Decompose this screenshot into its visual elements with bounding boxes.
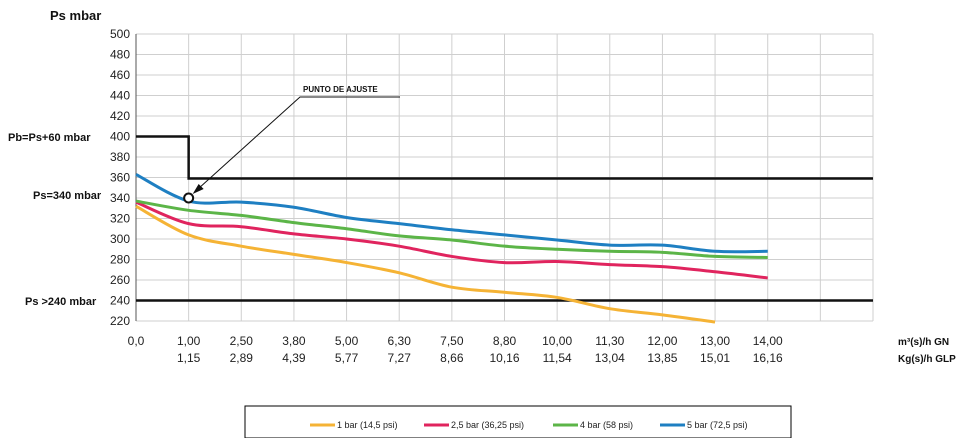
x-tick-label-gn: 11,30 [595,334,624,348]
x-tick-label-glp: 4,39 [282,351,306,365]
y-tick-label: 300 [110,232,130,246]
legend-label: 1 bar (14,5 psi) [337,420,398,430]
x-tick-label-glp: 13,85 [647,351,677,365]
series-line [135,200,768,280]
x-tick-label-glp: 11,54 [543,351,572,365]
legend-label: 5 bar (72,5 psi) [687,420,748,430]
y-tick-label: 340 [110,191,130,205]
x-tick-label-gn: 5,00 [335,334,359,348]
x-tick-label-gn: 6,30 [388,334,412,348]
x-tick-label-gn: 13,00 [700,334,730,348]
legend-box [244,405,792,438]
legend: 1 bar (14,5 psi) 2,5 bar (36,25 psi) 4 bar… [310,420,748,430]
x-tick-label-gn: 3,80 [282,334,306,348]
ps-label: Ps=340 mbar [33,190,102,202]
x-tick-label-glp: 5,77 [335,351,359,365]
x-tick-label-glp: 8,66 [440,351,464,365]
y-tick-labels: 220 240 260 280 300 320 340 360 380 400 420 440 460 4… [110,27,130,328]
x-tick-label-gn: 8,80 [493,334,517,348]
y-tick-label: 500 [110,27,130,41]
x-axis-title-gn: m³(s)/h GN [898,337,949,348]
x-axis-title-glp: Kg(s)/h GLP [898,354,956,365]
x-tick-label-glp: 15,01 [700,351,730,365]
y-tick-label: 360 [110,171,130,185]
y-tick-label: 400 [110,130,130,144]
series-lines [135,173,768,324]
series-line [135,173,768,254]
annotation [183,96,400,204]
x-tick-label-gn: 2,50 [230,334,254,348]
legend-label: 2,5 bar (36,25 psi) [451,420,524,430]
y-tick-label: 440 [110,89,130,103]
x-tick-label-gn: 7,50 [440,334,464,348]
annotation-label: PUNTO DE AJUSTE [303,85,378,94]
y-tick-label: 260 [110,273,130,287]
x-tick-label-gn: 10,00 [542,334,572,348]
annotation-arrowhead [192,184,204,194]
legend-label: 4 bar (58 psi) [580,420,633,430]
x-tick-label-glp: 16,16 [753,351,783,365]
y-tick-label: 240 [110,294,130,308]
y-tick-label: 220 [110,314,130,328]
setpoint-marker [183,192,195,204]
pb-label: Pb=Ps+60 mbar [8,132,91,144]
y-tick-label: 280 [110,253,130,267]
reference-lines [136,135,873,302]
series-line [135,199,768,259]
series-line [135,204,716,324]
y-tick-label: 380 [110,150,130,164]
x-tick-label-glp: 2,89 [230,351,254,365]
x-tick-label-gn: 14,00 [753,334,783,348]
y-tick-label: 320 [110,212,130,226]
annotation-arrow [194,96,400,193]
x-tick-label-glp: 13,04 [595,351,625,365]
x-tick-label-gn: 12,00 [647,334,677,348]
x-tick-label-gn: 1,00 [177,334,201,348]
x-tick-label-glp: 7,27 [388,351,412,365]
x-tick-label-glp: 1,15 [177,351,201,365]
min-label: Ps >240 mbar [25,296,97,308]
y-axis-title: Ps mbar [50,8,101,23]
pb-reference-line [136,135,873,180]
y-tick-label: 420 [110,109,130,123]
x-tick-label-gn: 0,0 [128,334,145,348]
x-tick-label-glp: 10,16 [489,351,519,365]
x-tick-labels: 0,0 1,00 2,50 3,80 5,00 6,30 7,50 8,80 10,00 11,3… [128,334,783,365]
y-tick-label: 460 [110,68,130,82]
y-tick-label: 480 [110,48,130,62]
